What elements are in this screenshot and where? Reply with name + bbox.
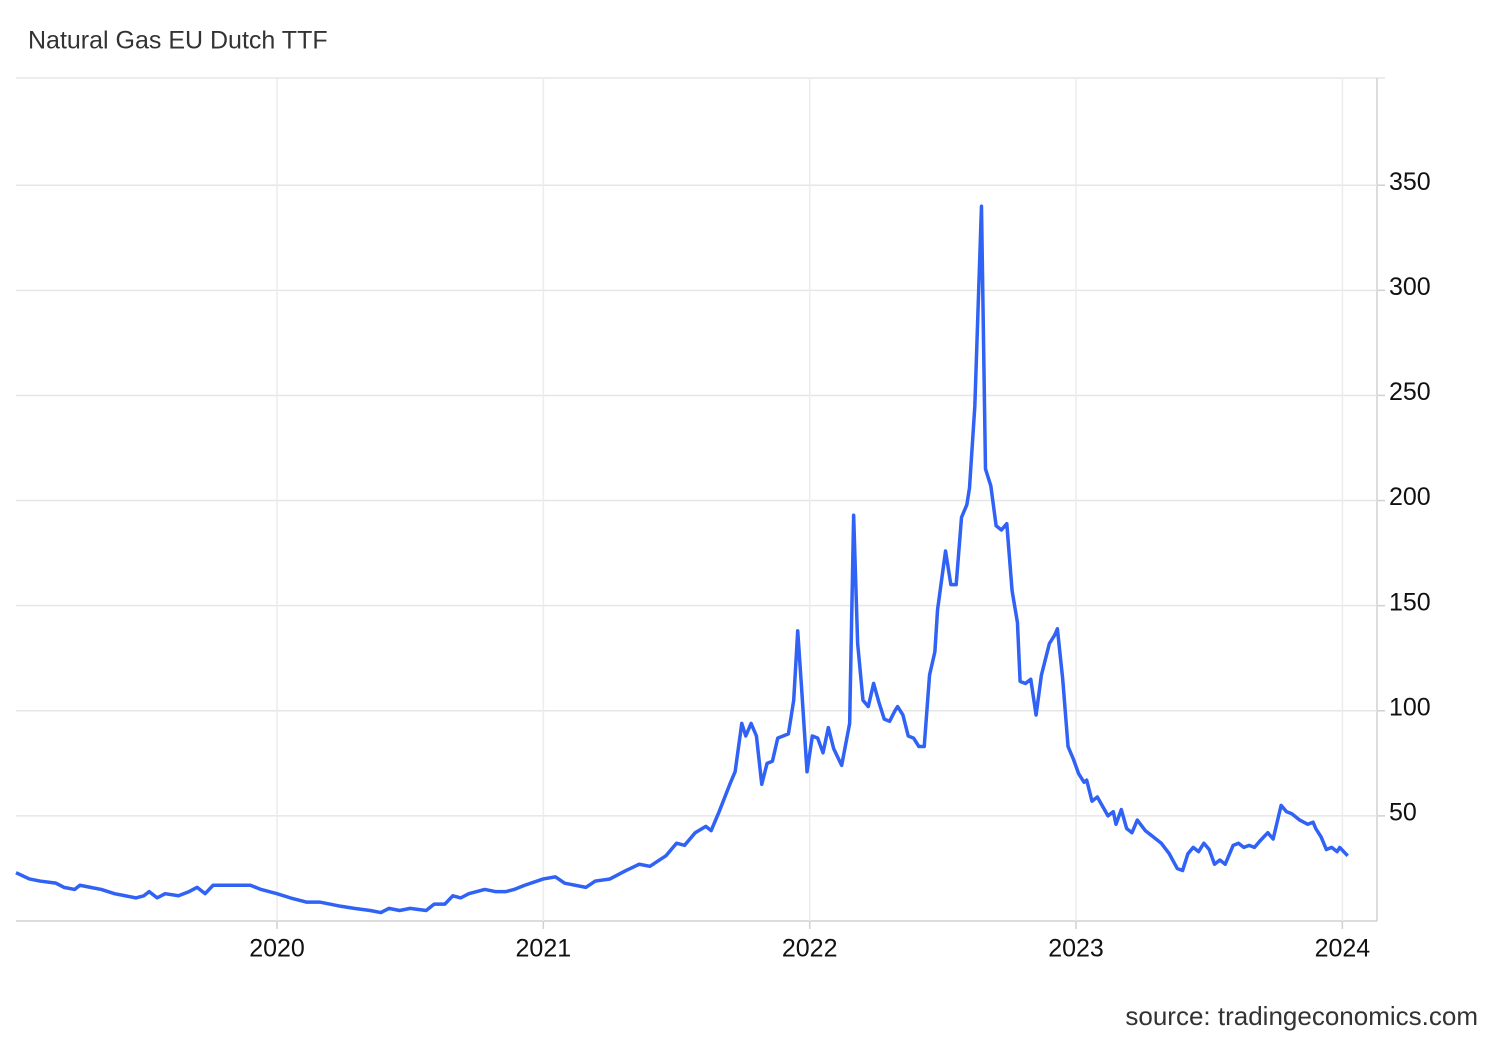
x-tick-label: 2021 [516,935,572,963]
source: source: tradingeconomics.com [1125,1001,1478,1031]
y-tick-label: 200 [1389,483,1431,511]
x-tick-label: 2023 [1048,935,1104,963]
chart-title: Natural Gas EU Dutch TTF [28,27,328,55]
y-tick-label: 150 [1389,588,1431,616]
y-tick-label: 350 [1389,168,1431,196]
y-tick-label: 300 [1389,273,1431,301]
price-line [15,204,1349,915]
y-tick-label: 50 [1389,798,1417,826]
y-tick-label: 100 [1389,693,1431,721]
x-tick-label: 2022 [782,935,838,963]
y-tick-label: 250 [1389,378,1431,406]
x-tick-label: 2020 [249,935,305,963]
x-tick-label: 2024 [1315,935,1371,963]
